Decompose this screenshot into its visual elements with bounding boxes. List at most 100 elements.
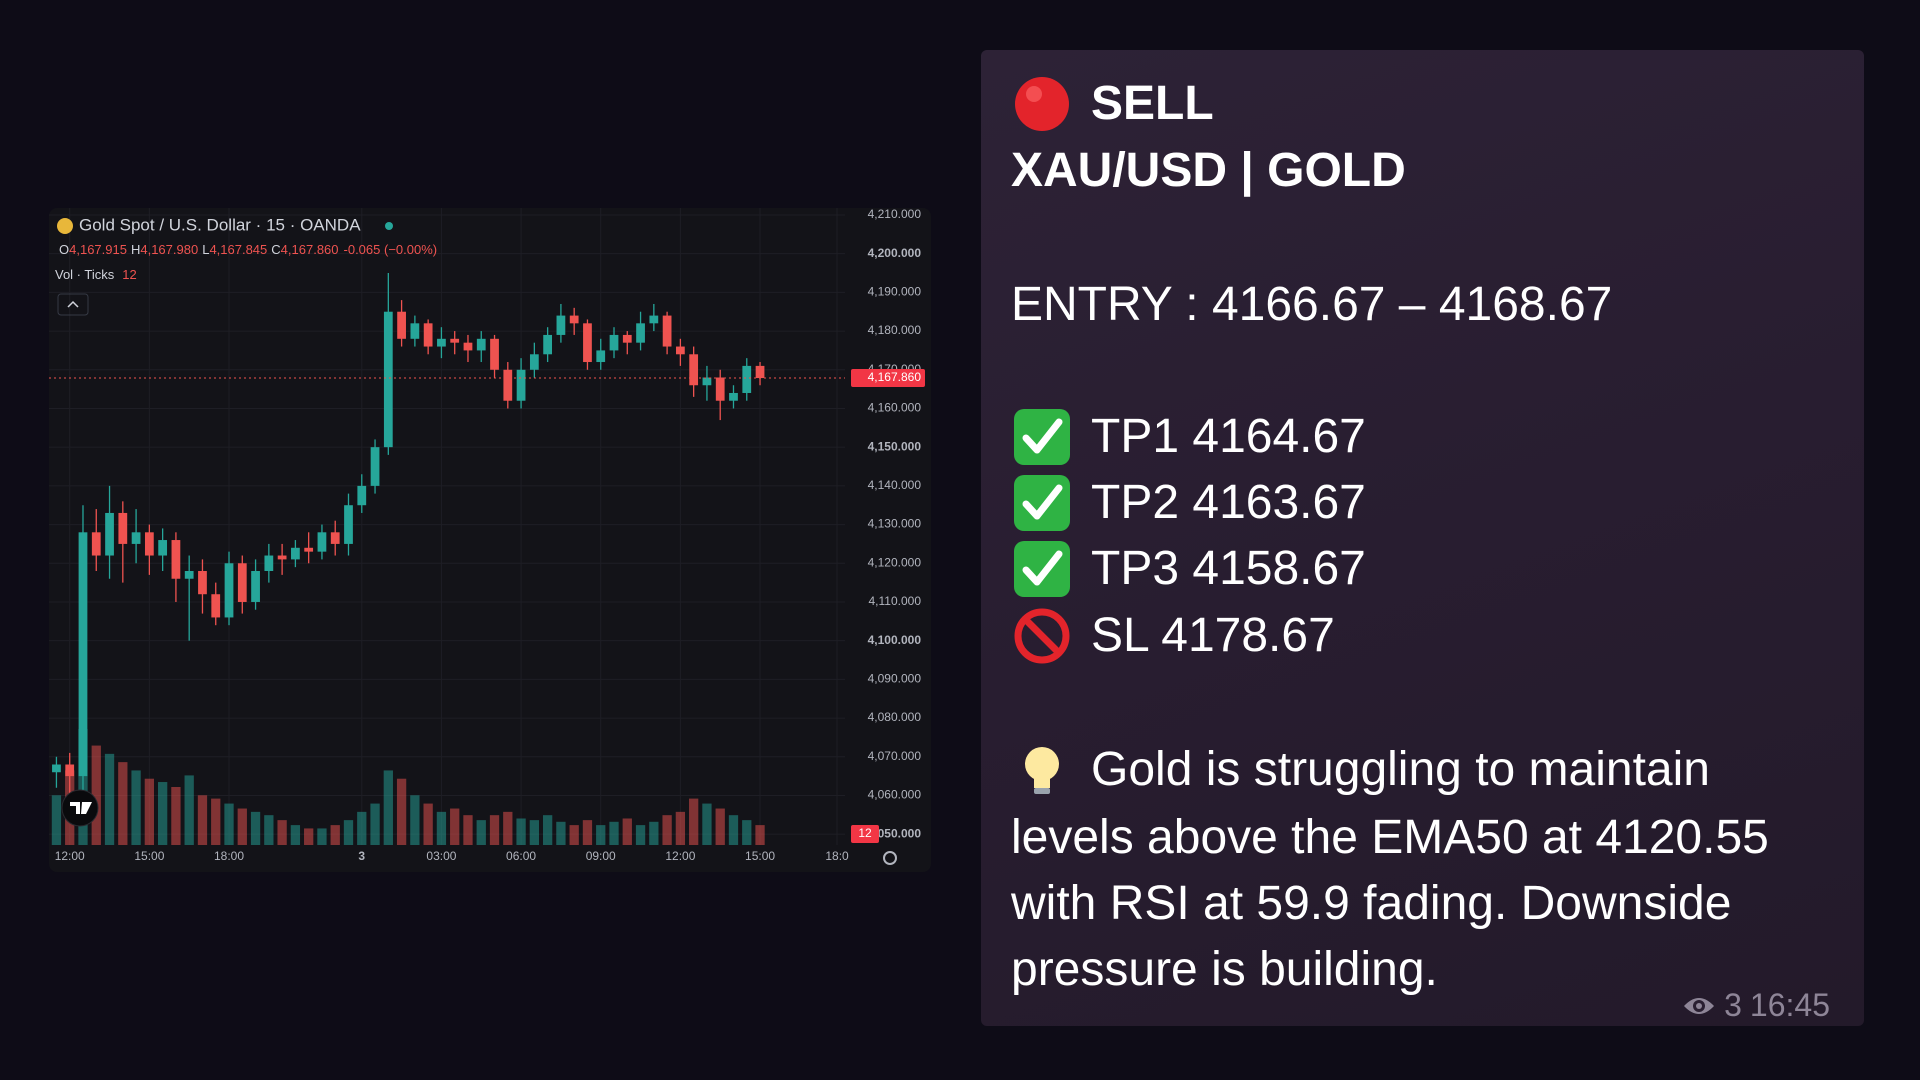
take-profit: TP1 4164.67 bbox=[1091, 410, 1366, 463]
volume-bar bbox=[171, 787, 181, 845]
candle-body bbox=[596, 350, 606, 363]
candle-body bbox=[237, 563, 247, 602]
x-tick-label: 15:00 bbox=[134, 849, 164, 863]
check-icon bbox=[1014, 541, 1070, 597]
volume-bar bbox=[51, 795, 62, 845]
candle-body bbox=[171, 540, 181, 579]
volume-bar bbox=[675, 811, 686, 845]
volume-bar bbox=[582, 820, 593, 845]
volume-bar bbox=[370, 803, 380, 845]
volume-legend: Vol · Ticks 12 bbox=[55, 267, 137, 282]
analysis-line: pressure is building. bbox=[1011, 943, 1438, 996]
take-profit: TP2 4163.67 bbox=[1091, 476, 1366, 529]
y-tick-label: 4,210.000 bbox=[868, 208, 922, 221]
volume-bar bbox=[622, 818, 632, 845]
bulb-icon bbox=[1025, 747, 1059, 794]
volume-legend-value: 12 bbox=[122, 267, 136, 282]
candle-body bbox=[583, 323, 592, 363]
volume-bar bbox=[396, 778, 407, 845]
y-tick-label: 4,150.000 bbox=[868, 439, 922, 453]
candle-body bbox=[662, 315, 672, 347]
x-tick-label: 18:0 bbox=[825, 849, 849, 863]
candle-body bbox=[291, 547, 300, 560]
candle-body bbox=[304, 547, 314, 552]
volume-bar bbox=[383, 770, 393, 845]
volume-bar bbox=[131, 770, 141, 845]
candle-body bbox=[78, 532, 88, 777]
volume-bar bbox=[503, 811, 513, 845]
volume-bar bbox=[436, 811, 447, 845]
analysis-line: Gold is struggling to maintain bbox=[1091, 743, 1710, 796]
y-tick-label: 4,140.000 bbox=[868, 478, 922, 492]
candle-body bbox=[755, 365, 765, 379]
x-tick-label: 03:00 bbox=[426, 849, 456, 863]
volume-bar bbox=[662, 815, 672, 845]
candle-body bbox=[118, 512, 128, 544]
candle-body bbox=[503, 369, 513, 401]
y-tick-label: 4,070.000 bbox=[868, 749, 922, 763]
volume-bar bbox=[476, 820, 486, 845]
volume-bar bbox=[728, 815, 739, 845]
chart-title: Gold Spot / U.S. Dollar · 15 · OANDA bbox=[79, 215, 361, 234]
candle-body bbox=[277, 555, 287, 560]
volume-bar bbox=[157, 782, 168, 845]
volume-bar bbox=[596, 825, 606, 845]
y-tick-label: 4,110.000 bbox=[869, 594, 922, 608]
volume-tag-label: 12 bbox=[858, 826, 872, 840]
y-tick-label: 4,060.000 bbox=[868, 788, 922, 802]
candle-body bbox=[65, 764, 75, 777]
message-footer: 3 16:45 bbox=[1682, 987, 1830, 1024]
candle-body bbox=[144, 532, 154, 556]
candle-body bbox=[702, 377, 712, 386]
volume-bar bbox=[542, 815, 553, 845]
candle-body bbox=[569, 315, 579, 324]
ohlc-key: C bbox=[271, 242, 280, 257]
candle-body bbox=[676, 346, 685, 355]
candle-body bbox=[330, 532, 340, 544]
candle-body bbox=[397, 311, 406, 339]
ohlc-value: 4,167.860 bbox=[281, 242, 339, 257]
volume-bar bbox=[317, 828, 327, 845]
pair: XAU/USD | GOLD bbox=[1011, 144, 1406, 197]
ohlc-key: H bbox=[131, 242, 140, 257]
check-icon bbox=[1014, 409, 1070, 465]
collapse-arrow bbox=[67, 300, 79, 308]
candle-body bbox=[437, 338, 446, 347]
take-profit: TP3 4158.67 bbox=[1091, 542, 1366, 595]
candle-body bbox=[91, 532, 101, 556]
view-count: 3 bbox=[1724, 987, 1742, 1023]
y-tick-label: 4,090.000 bbox=[868, 672, 922, 686]
candle-body bbox=[357, 485, 367, 506]
candle-body bbox=[636, 323, 645, 343]
volume-bar bbox=[357, 811, 367, 845]
candle-body bbox=[317, 532, 327, 552]
ohlc-change: -0.065 (−0.00%) bbox=[344, 242, 438, 257]
volume-bar bbox=[715, 808, 725, 845]
x-tick-label: 06:00 bbox=[506, 849, 536, 863]
last-price-label: 4,167.860 bbox=[868, 370, 922, 384]
volume-bar bbox=[184, 775, 194, 845]
entry: ENTRY : 4166.67 – 4168.67 bbox=[1011, 278, 1613, 331]
y-tick-label: 4,130.000 bbox=[868, 517, 922, 531]
volume-bar bbox=[569, 825, 579, 845]
ohlc-value: 4,167.980 bbox=[140, 242, 198, 257]
y-tick-label: 4,190.000 bbox=[868, 285, 922, 299]
x-tick-label: 3 bbox=[358, 849, 365, 863]
candle-body bbox=[715, 377, 725, 401]
ohlc-key: O bbox=[59, 242, 69, 257]
candle-body bbox=[198, 571, 207, 595]
candle-body bbox=[476, 338, 486, 351]
volume-bar bbox=[489, 815, 500, 845]
volume-bar bbox=[211, 798, 221, 845]
candle-body bbox=[543, 334, 553, 355]
candle-body bbox=[131, 532, 141, 544]
candle-body bbox=[423, 323, 433, 347]
volume-legend-label: Vol · Ticks bbox=[55, 267, 115, 282]
analysis-line: levels above the EMA50 at 4120.55 bbox=[1011, 811, 1769, 864]
x-tick-label: 12:00 bbox=[55, 849, 85, 863]
volume-tag bbox=[851, 825, 879, 843]
candle-body bbox=[490, 338, 499, 370]
volume-bar bbox=[423, 803, 433, 845]
y-tick-label: 4,050.000 bbox=[868, 826, 922, 840]
